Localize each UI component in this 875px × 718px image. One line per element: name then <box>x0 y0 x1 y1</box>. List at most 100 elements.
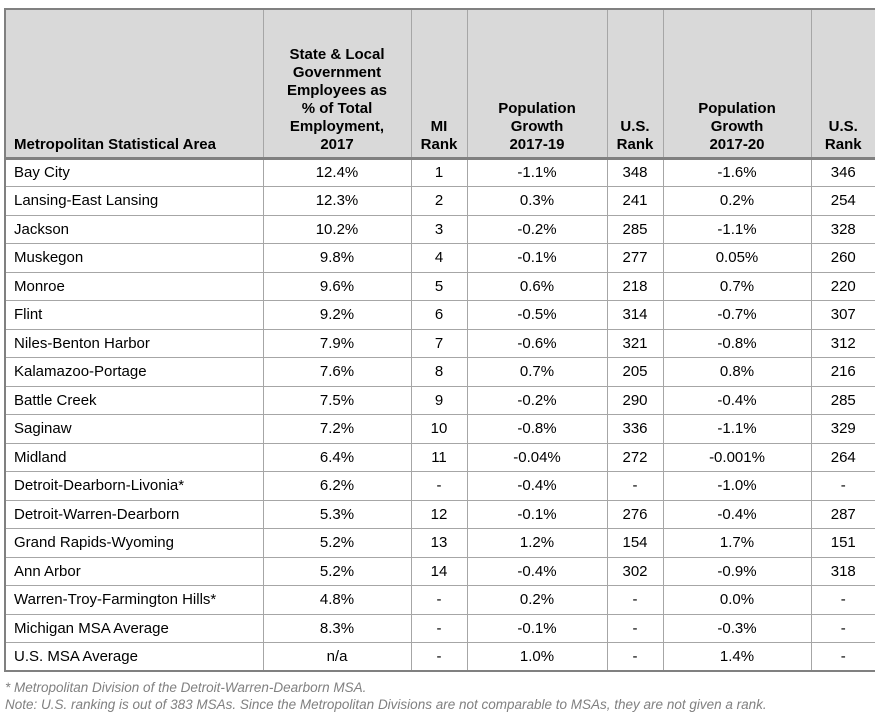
footnotes: * Metropolitan Division of the Detroit-W… <box>5 679 767 713</box>
value-cell: 1.0% <box>466 642 608 672</box>
header-pop-growth-2017-19: Population Growth 2017-19 <box>466 8 608 160</box>
value-cell: 216 <box>810 357 875 387</box>
value-cell: 321 <box>606 328 664 358</box>
value-cell: - <box>410 613 468 643</box>
value-cell: 11 <box>410 442 468 472</box>
value-cell: 5.3% <box>262 499 412 529</box>
value-cell: -0.8% <box>662 328 812 358</box>
value-cell: -0.1% <box>466 613 608 643</box>
msa-name-cell: Midland <box>4 442 264 472</box>
value-cell: 7.6% <box>262 357 412 387</box>
table-row: Midland 6.4% 11 -0.04% 272 -0.001% 264 <box>4 442 875 472</box>
value-cell: -0.4% <box>466 471 608 501</box>
header-govt-employees-pct: State & Local Government Employees as % … <box>262 8 412 160</box>
table-body: Bay City 12.4% 1 -1.1% 348 -1.6% 346 Lansing-Ea… <box>4 157 875 672</box>
value-cell: 0.6% <box>466 271 608 301</box>
value-cell: 254 <box>810 186 875 216</box>
value-cell: 1.7% <box>662 528 812 558</box>
value-cell: 220 <box>810 271 875 301</box>
msa-name-cell: Ann Arbor <box>4 556 264 586</box>
value-cell: 0.7% <box>662 271 812 301</box>
table-header: Metropolitan Statistical Area State & Lo… <box>4 8 875 160</box>
value-cell: - <box>606 585 664 615</box>
value-cell: 14 <box>410 556 468 586</box>
msa-name-cell: Jackson <box>4 214 264 244</box>
value-cell: 277 <box>606 243 664 273</box>
msa-name-cell: Detroit-Dearborn-Livonia* <box>4 471 264 501</box>
table-row: Ann Arbor 5.2% 14 -0.4% 302 -0.9% 318 <box>4 556 875 586</box>
table-row: Kalamazoo-Portage 7.6% 8 0.7% 205 0.8% 216 <box>4 357 875 387</box>
value-cell: 7.9% <box>262 328 412 358</box>
value-cell: 285 <box>606 214 664 244</box>
value-cell: -0.4% <box>662 499 812 529</box>
value-cell: -1.6% <box>662 157 812 187</box>
msa-data-table: Metropolitan Statistical Area State & Lo… <box>4 8 875 672</box>
msa-name-cell: Michigan MSA Average <box>4 613 264 643</box>
table-row: Saginaw 7.2% 10 -0.8% 336 -1.1% 329 <box>4 414 875 444</box>
value-cell: - <box>606 471 664 501</box>
table-row: Muskegon 9.8% 4 -0.1% 277 0.05% 260 <box>4 243 875 273</box>
value-cell: 12.3% <box>262 186 412 216</box>
value-cell: -0.4% <box>466 556 608 586</box>
value-cell: 0.2% <box>662 186 812 216</box>
value-cell: - <box>410 471 468 501</box>
table-row: Niles-Benton Harbor 7.9% 7 -0.6% 321 -0.8% 312 <box>4 328 875 358</box>
table-row: Monroe 9.6% 5 0.6% 218 0.7% 220 <box>4 271 875 301</box>
value-cell: n/a <box>262 642 412 672</box>
header-mi-rank: MI Rank <box>410 8 468 160</box>
msa-name-cell: Grand Rapids-Wyoming <box>4 528 264 558</box>
value-cell: 3 <box>410 214 468 244</box>
table-row: Lansing-East Lansing 12.3% 2 0.3% 241 0.2% 254 <box>4 186 875 216</box>
value-cell: -0.4% <box>662 385 812 415</box>
msa-name-cell: Monroe <box>4 271 264 301</box>
value-cell: 287 <box>810 499 875 529</box>
value-cell: 264 <box>810 442 875 472</box>
value-cell: 1.2% <box>466 528 608 558</box>
table-row: Detroit-Dearborn-Livonia* 6.2% - -0.4% - -1.0… <box>4 471 875 501</box>
value-cell: 5.2% <box>262 556 412 586</box>
value-cell: 0.7% <box>466 357 608 387</box>
table-row: Jackson 10.2% 3 -0.2% 285 -1.1% 328 <box>4 214 875 244</box>
value-cell: -0.001% <box>662 442 812 472</box>
value-cell: 346 <box>810 157 875 187</box>
value-cell: - <box>606 642 664 672</box>
value-cell: 290 <box>606 385 664 415</box>
value-cell: 6.2% <box>262 471 412 501</box>
value-cell: -1.0% <box>662 471 812 501</box>
msa-name-cell: Warren-Troy-Farmington Hills* <box>4 585 264 615</box>
value-cell: 9 <box>410 385 468 415</box>
table-row: Bay City 12.4% 1 -1.1% 348 -1.6% 346 <box>4 157 875 187</box>
table-row: Michigan MSA Average 8.3% - -0.1% - -0.3% - <box>4 613 875 643</box>
value-cell: 1 <box>410 157 468 187</box>
value-cell: -0.04% <box>466 442 608 472</box>
value-cell: -0.9% <box>662 556 812 586</box>
value-cell: 12.4% <box>262 157 412 187</box>
value-cell: -0.2% <box>466 385 608 415</box>
value-cell: 7.2% <box>262 414 412 444</box>
value-cell: 4.8% <box>262 585 412 615</box>
value-cell: - <box>410 585 468 615</box>
msa-name-cell: Flint <box>4 300 264 330</box>
header-row: Metropolitan Statistical Area State & Lo… <box>4 8 875 160</box>
value-cell: 13 <box>410 528 468 558</box>
value-cell: 205 <box>606 357 664 387</box>
table-row: Battle Creek 7.5% 9 -0.2% 290 -0.4% 285 <box>4 385 875 415</box>
value-cell: - <box>606 613 664 643</box>
value-cell: 318 <box>810 556 875 586</box>
value-cell: - <box>810 471 875 501</box>
value-cell: 302 <box>606 556 664 586</box>
value-cell: 0.0% <box>662 585 812 615</box>
value-cell: 307 <box>810 300 875 330</box>
value-cell: 4 <box>410 243 468 273</box>
value-cell: -1.1% <box>662 214 812 244</box>
value-cell: 9.2% <box>262 300 412 330</box>
value-cell: 9.8% <box>262 243 412 273</box>
msa-name-cell: Battle Creek <box>4 385 264 415</box>
value-cell: 328 <box>810 214 875 244</box>
value-cell: -0.7% <box>662 300 812 330</box>
msa-name-cell: Kalamazoo-Portage <box>4 357 264 387</box>
value-cell: 312 <box>810 328 875 358</box>
value-cell: 276 <box>606 499 664 529</box>
value-cell: -1.1% <box>466 157 608 187</box>
